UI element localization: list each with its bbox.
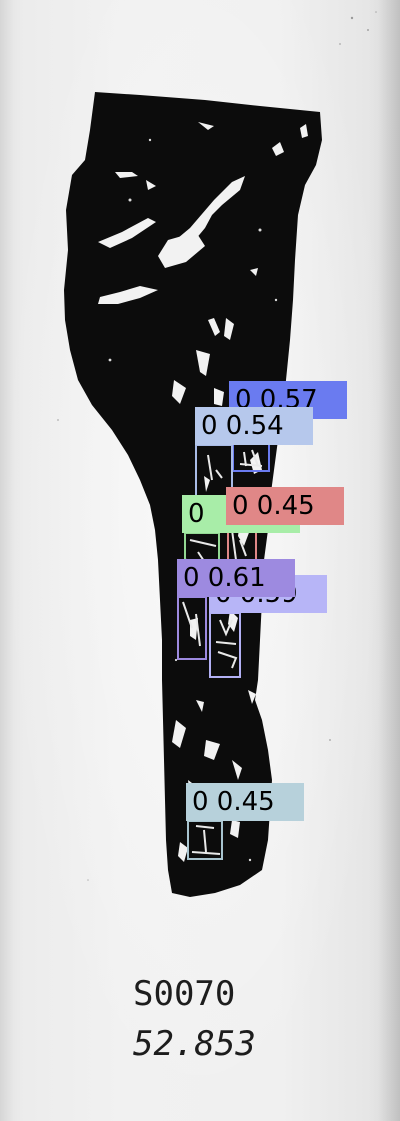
detection-box <box>187 820 223 860</box>
page-edge-right <box>378 0 400 1121</box>
catalog-number: 52.853 <box>133 1024 256 1064</box>
detection-label: 0 0.45 <box>186 783 304 821</box>
detection-box <box>177 596 207 660</box>
detection-label: 0 0.61 <box>177 559 295 597</box>
detection-label: 0 0.45 <box>226 487 344 525</box>
catalog-code: S0070 <box>133 974 236 1014</box>
page-edge-left <box>0 0 14 1121</box>
detection-label: 0 0.54 <box>195 407 313 445</box>
detection-box <box>209 612 241 678</box>
